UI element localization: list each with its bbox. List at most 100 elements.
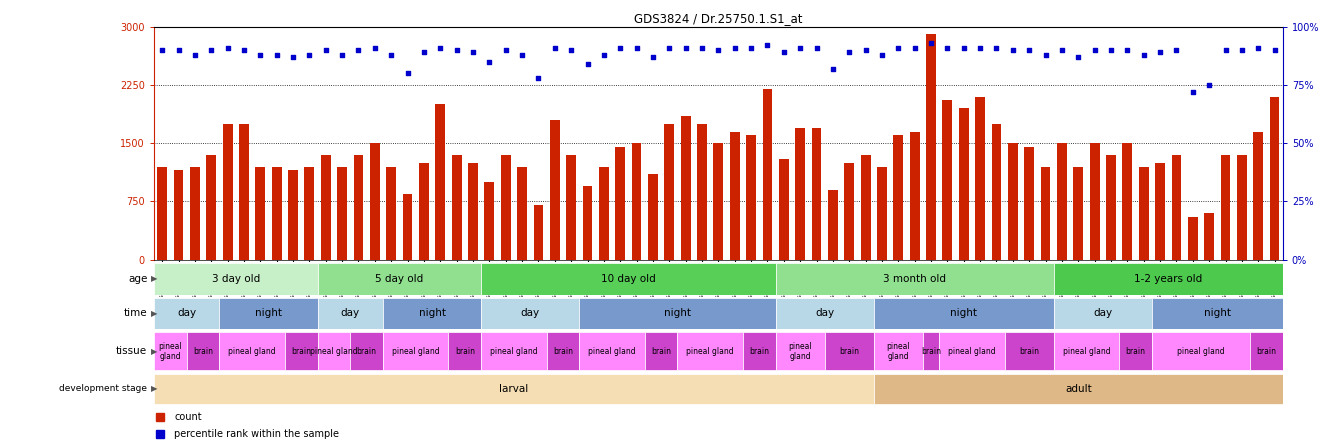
Bar [1024, 147, 1034, 260]
Point [380, 51, 402, 58]
Text: age: age [129, 274, 147, 284]
Point [1067, 53, 1089, 60]
Point [609, 44, 631, 51]
Point [1198, 81, 1220, 88]
Bar [449, 333, 481, 370]
Bar [779, 159, 789, 260]
Point [937, 44, 959, 51]
Point [920, 40, 941, 47]
Bar [1269, 97, 1280, 260]
Bar [599, 166, 609, 260]
Bar [927, 35, 936, 260]
Bar [939, 333, 1004, 370]
Bar [174, 170, 183, 260]
Bar [893, 135, 904, 260]
Point [266, 51, 288, 58]
Bar [1152, 298, 1283, 329]
Bar [1156, 163, 1165, 260]
Bar [383, 333, 449, 370]
Bar [154, 262, 317, 295]
Bar [469, 163, 478, 260]
Point [430, 44, 451, 51]
Bar [632, 143, 641, 260]
Point [1051, 47, 1073, 54]
Point [1035, 51, 1056, 58]
Text: brain: brain [1256, 347, 1276, 356]
Point [740, 44, 762, 51]
Point [872, 51, 893, 58]
Bar [975, 97, 986, 260]
Bar [678, 333, 743, 370]
Bar [874, 333, 923, 370]
Point [1231, 47, 1252, 54]
Text: day: day [177, 309, 197, 318]
Point [773, 49, 794, 56]
Point [888, 44, 909, 51]
Text: brain: brain [840, 347, 860, 356]
Text: count: count [174, 412, 202, 423]
Bar [353, 155, 363, 260]
Bar [517, 166, 528, 260]
Text: tissue: tissue [116, 346, 147, 356]
Text: brain: brain [750, 347, 770, 356]
Bar [861, 155, 870, 260]
Bar [321, 155, 331, 260]
Bar [501, 155, 510, 260]
Text: percentile rank within the sample: percentile rank within the sample [174, 428, 339, 439]
Bar [1056, 143, 1067, 260]
Bar [698, 124, 707, 260]
Point [249, 51, 270, 58]
Text: pineal gland: pineal gland [1063, 347, 1110, 356]
Bar [1204, 213, 1214, 260]
Bar [1122, 143, 1133, 260]
Bar [220, 298, 317, 329]
Bar [811, 128, 821, 260]
Bar [874, 373, 1283, 404]
Bar [546, 333, 580, 370]
Point [495, 47, 517, 54]
Text: day: day [1093, 309, 1113, 318]
Text: 10 day old: 10 day old [601, 274, 656, 284]
Bar [222, 124, 233, 260]
Bar [285, 333, 317, 370]
Text: night: night [419, 309, 446, 318]
Bar [648, 174, 657, 260]
Bar [485, 182, 494, 260]
Bar [1054, 298, 1152, 329]
Bar [337, 166, 347, 260]
Text: pineal gland: pineal gland [311, 347, 358, 356]
Bar [256, 166, 265, 260]
Text: brain: brain [921, 347, 941, 356]
Bar [1090, 143, 1099, 260]
Bar [190, 166, 200, 260]
Bar [220, 333, 285, 370]
Text: night: night [951, 309, 977, 318]
Text: pineal gland: pineal gland [1177, 347, 1225, 356]
Point [185, 51, 206, 58]
Point [806, 44, 828, 51]
Text: development stage: development stage [59, 385, 147, 393]
Point [332, 51, 353, 58]
Bar [1119, 333, 1152, 370]
Point [593, 51, 615, 58]
Text: brain: brain [651, 347, 671, 356]
Point [854, 47, 876, 54]
Text: pineal gland: pineal gland [687, 347, 734, 356]
Bar [1074, 166, 1083, 260]
Bar [240, 124, 249, 260]
Point [446, 47, 467, 54]
Bar [645, 333, 678, 370]
Bar [1040, 166, 1051, 260]
Bar [481, 262, 775, 295]
Bar [1253, 131, 1263, 260]
Bar [828, 190, 838, 260]
Point [511, 51, 533, 58]
Bar [1152, 333, 1251, 370]
Text: pineal
gland: pineal gland [886, 341, 911, 361]
Bar [383, 298, 481, 329]
Point [348, 47, 370, 54]
Bar [1237, 155, 1247, 260]
Point [675, 44, 696, 51]
Text: day: day [340, 309, 360, 318]
Text: night: night [664, 309, 691, 318]
